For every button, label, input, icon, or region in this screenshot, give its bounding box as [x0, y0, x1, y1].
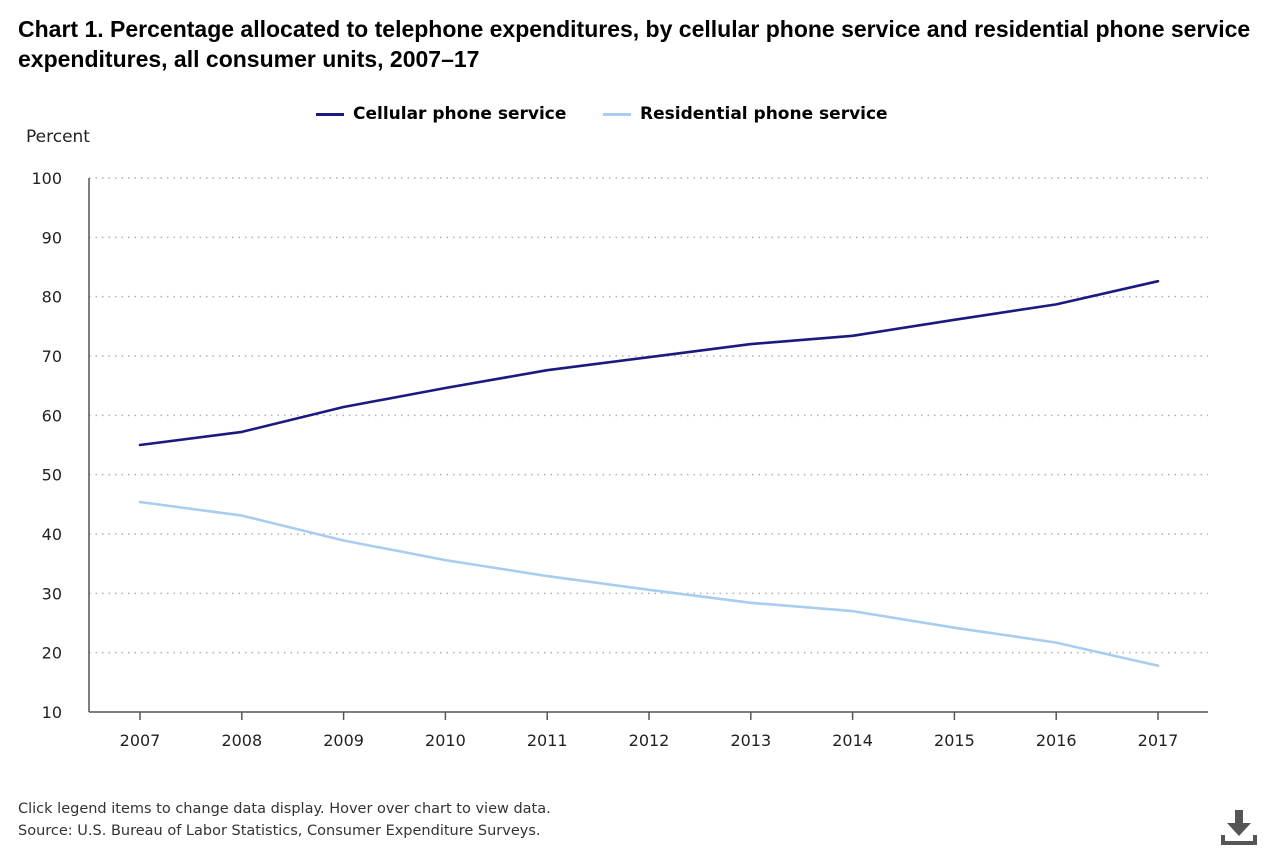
data-point[interactable] [1050, 637, 1062, 649]
data-point[interactable] [134, 496, 146, 508]
legend-swatch-residential [603, 112, 631, 116]
gridlines [89, 177, 1208, 654]
y-tick-label: 10 [42, 703, 62, 722]
x-tick-label: 2014 [832, 731, 873, 750]
chart-title: Chart 1. Percentage allocated to telepho… [18, 16, 1251, 72]
axes [88, 178, 1208, 720]
footer: Click legend items to change data displa… [18, 798, 551, 842]
data-point[interactable] [745, 338, 757, 350]
y-tick-label: 60 [42, 406, 62, 425]
download-icon [1221, 810, 1257, 845]
data-point[interactable] [1152, 660, 1164, 672]
x-tick-label: 2015 [934, 731, 975, 750]
y-tick-label: 40 [42, 525, 62, 544]
legend-item-residential[interactable]: Residential phone service [603, 102, 888, 126]
data-point[interactable] [847, 330, 859, 342]
data-point[interactable] [236, 510, 248, 522]
y-tick-label: 80 [42, 288, 62, 307]
data-point[interactable] [439, 554, 451, 566]
x-tick-label: 2008 [221, 731, 262, 750]
data-point[interactable] [236, 426, 248, 438]
y-tick-label: 20 [42, 644, 62, 663]
x-tick-label: 2010 [425, 731, 466, 750]
x-tick-label: 2016 [1036, 731, 1077, 750]
legend-item-cellular[interactable]: Cellular phone service [316, 102, 566, 126]
download-button[interactable] [1218, 808, 1260, 850]
x-tick-label: 2013 [730, 731, 771, 750]
y-tick-label: 70 [42, 347, 62, 366]
x-tick-label: 2009 [323, 731, 364, 750]
data-point[interactable] [134, 439, 146, 451]
legend-label-cellular: Cellular phone service [353, 104, 567, 124]
y-tick-label: 50 [42, 466, 62, 485]
data-point[interactable] [847, 605, 859, 617]
data-point[interactable] [1050, 298, 1062, 310]
legend-label-residential: Residential phone service [640, 104, 888, 124]
x-tick-label: 2012 [629, 731, 670, 750]
line-chart[interactable]: 10 20 30 40 50 60 70 80 90 100 2007 2008 2009 2010 201… [0, 0, 1280, 790]
data-point[interactable] [541, 570, 553, 582]
data-point[interactable] [338, 401, 350, 413]
footer-note: Click legend items to change data displa… [18, 801, 551, 817]
data-point[interactable] [1152, 275, 1164, 287]
data-point[interactable] [643, 351, 655, 363]
footer-source: Source: U.S. Bureau of Labor Statistics,… [18, 823, 541, 839]
data-point[interactable] [643, 584, 655, 596]
x-tick-label: 2017 [1138, 731, 1179, 750]
data-point[interactable] [948, 314, 960, 326]
y-tick-label: 100 [31, 169, 62, 188]
data-point[interactable] [439, 382, 451, 394]
legend: Cellular phone service Residential phone… [0, 102, 1280, 126]
y-tick-label: 30 [42, 584, 62, 603]
series-line-cellular[interactable] [138, 279, 1160, 447]
data-point[interactable] [948, 622, 960, 634]
tick-labels: 10 20 30 40 50 60 70 80 90 100 2007 2008 2009 2010 201… [31, 169, 1178, 750]
x-tick-label: 2007 [120, 731, 161, 750]
y-tick-label: 90 [42, 228, 62, 247]
legend-swatch-cellular [316, 112, 344, 116]
series-lines [134, 275, 1164, 672]
x-tick-label: 2011 [527, 731, 568, 750]
y-axis-label: Percent [26, 127, 90, 147]
data-point[interactable] [338, 535, 350, 547]
series-line-residential[interactable] [138, 500, 1160, 668]
data-point[interactable] [745, 597, 757, 609]
data-point[interactable] [541, 364, 553, 376]
